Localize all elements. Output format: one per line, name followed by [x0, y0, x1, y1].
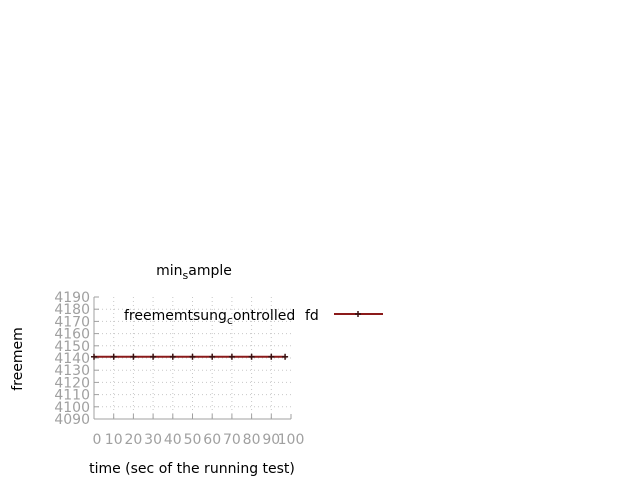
- y-axis-label: freemem: [10, 327, 26, 391]
- data-point: [110, 353, 117, 360]
- data-point: [268, 353, 275, 360]
- y-tick-label: 4090: [54, 412, 90, 428]
- y-tick-labels: 4090410041104120413041404150416041704180…: [54, 290, 90, 428]
- y-tick-label: 4100: [54, 400, 90, 416]
- x-tick-label: 100: [278, 432, 305, 448]
- data-point: [248, 353, 255, 360]
- data-point: [130, 353, 137, 360]
- chart-title-rest: ample: [188, 263, 232, 279]
- chart-title-base: min: [156, 263, 182, 279]
- data-point: [282, 353, 289, 360]
- y-tick-label: 4140: [54, 351, 90, 367]
- y-tick-label: 4110: [54, 388, 90, 404]
- x-tick-label: 20: [124, 432, 142, 448]
- x-axis-label: time (sec of the running test): [89, 461, 295, 477]
- x-tick-label: 0: [93, 432, 102, 448]
- legend-label-sub: c: [227, 314, 233, 327]
- data-point: [150, 353, 157, 360]
- y-tick-label: 4150: [54, 339, 90, 355]
- series-group: [91, 353, 289, 360]
- x-tick-label: 60: [203, 432, 221, 448]
- x-tick-label: 30: [144, 432, 162, 448]
- legend-label-overlap: fd: [305, 308, 319, 324]
- x-tick-label: 70: [223, 432, 241, 448]
- data-point: [189, 353, 196, 360]
- data-point: [91, 353, 97, 360]
- x-tick-label: 90: [262, 432, 280, 448]
- legend-label-before: freememtsung: [124, 308, 227, 324]
- x-tick-label: 80: [243, 432, 261, 448]
- y-tick-label: 4160: [54, 327, 90, 343]
- legend-label-after: ontrolled: [233, 308, 295, 324]
- data-point: [228, 353, 235, 360]
- x-tick-label: 10: [105, 432, 123, 448]
- y-tick-label: 4120: [54, 375, 90, 391]
- x-tick-label: 40: [164, 432, 182, 448]
- chart-title-sub: s: [183, 269, 189, 282]
- y-tick-label: 4170: [54, 314, 90, 330]
- legend: freememtsungcontrolled fd: [124, 308, 383, 327]
- x-tick-label: 50: [184, 432, 202, 448]
- legend-swatch-marker: [355, 311, 361, 317]
- data-point: [209, 353, 216, 360]
- chart-title: minsample: [156, 263, 232, 282]
- legend-label: freememtsungcontrolled: [124, 308, 295, 327]
- y-tick-label: 4180: [54, 302, 90, 318]
- data-point: [169, 353, 176, 360]
- y-tick-label: 4130: [54, 363, 90, 379]
- y-tick-label: 4190: [54, 290, 90, 306]
